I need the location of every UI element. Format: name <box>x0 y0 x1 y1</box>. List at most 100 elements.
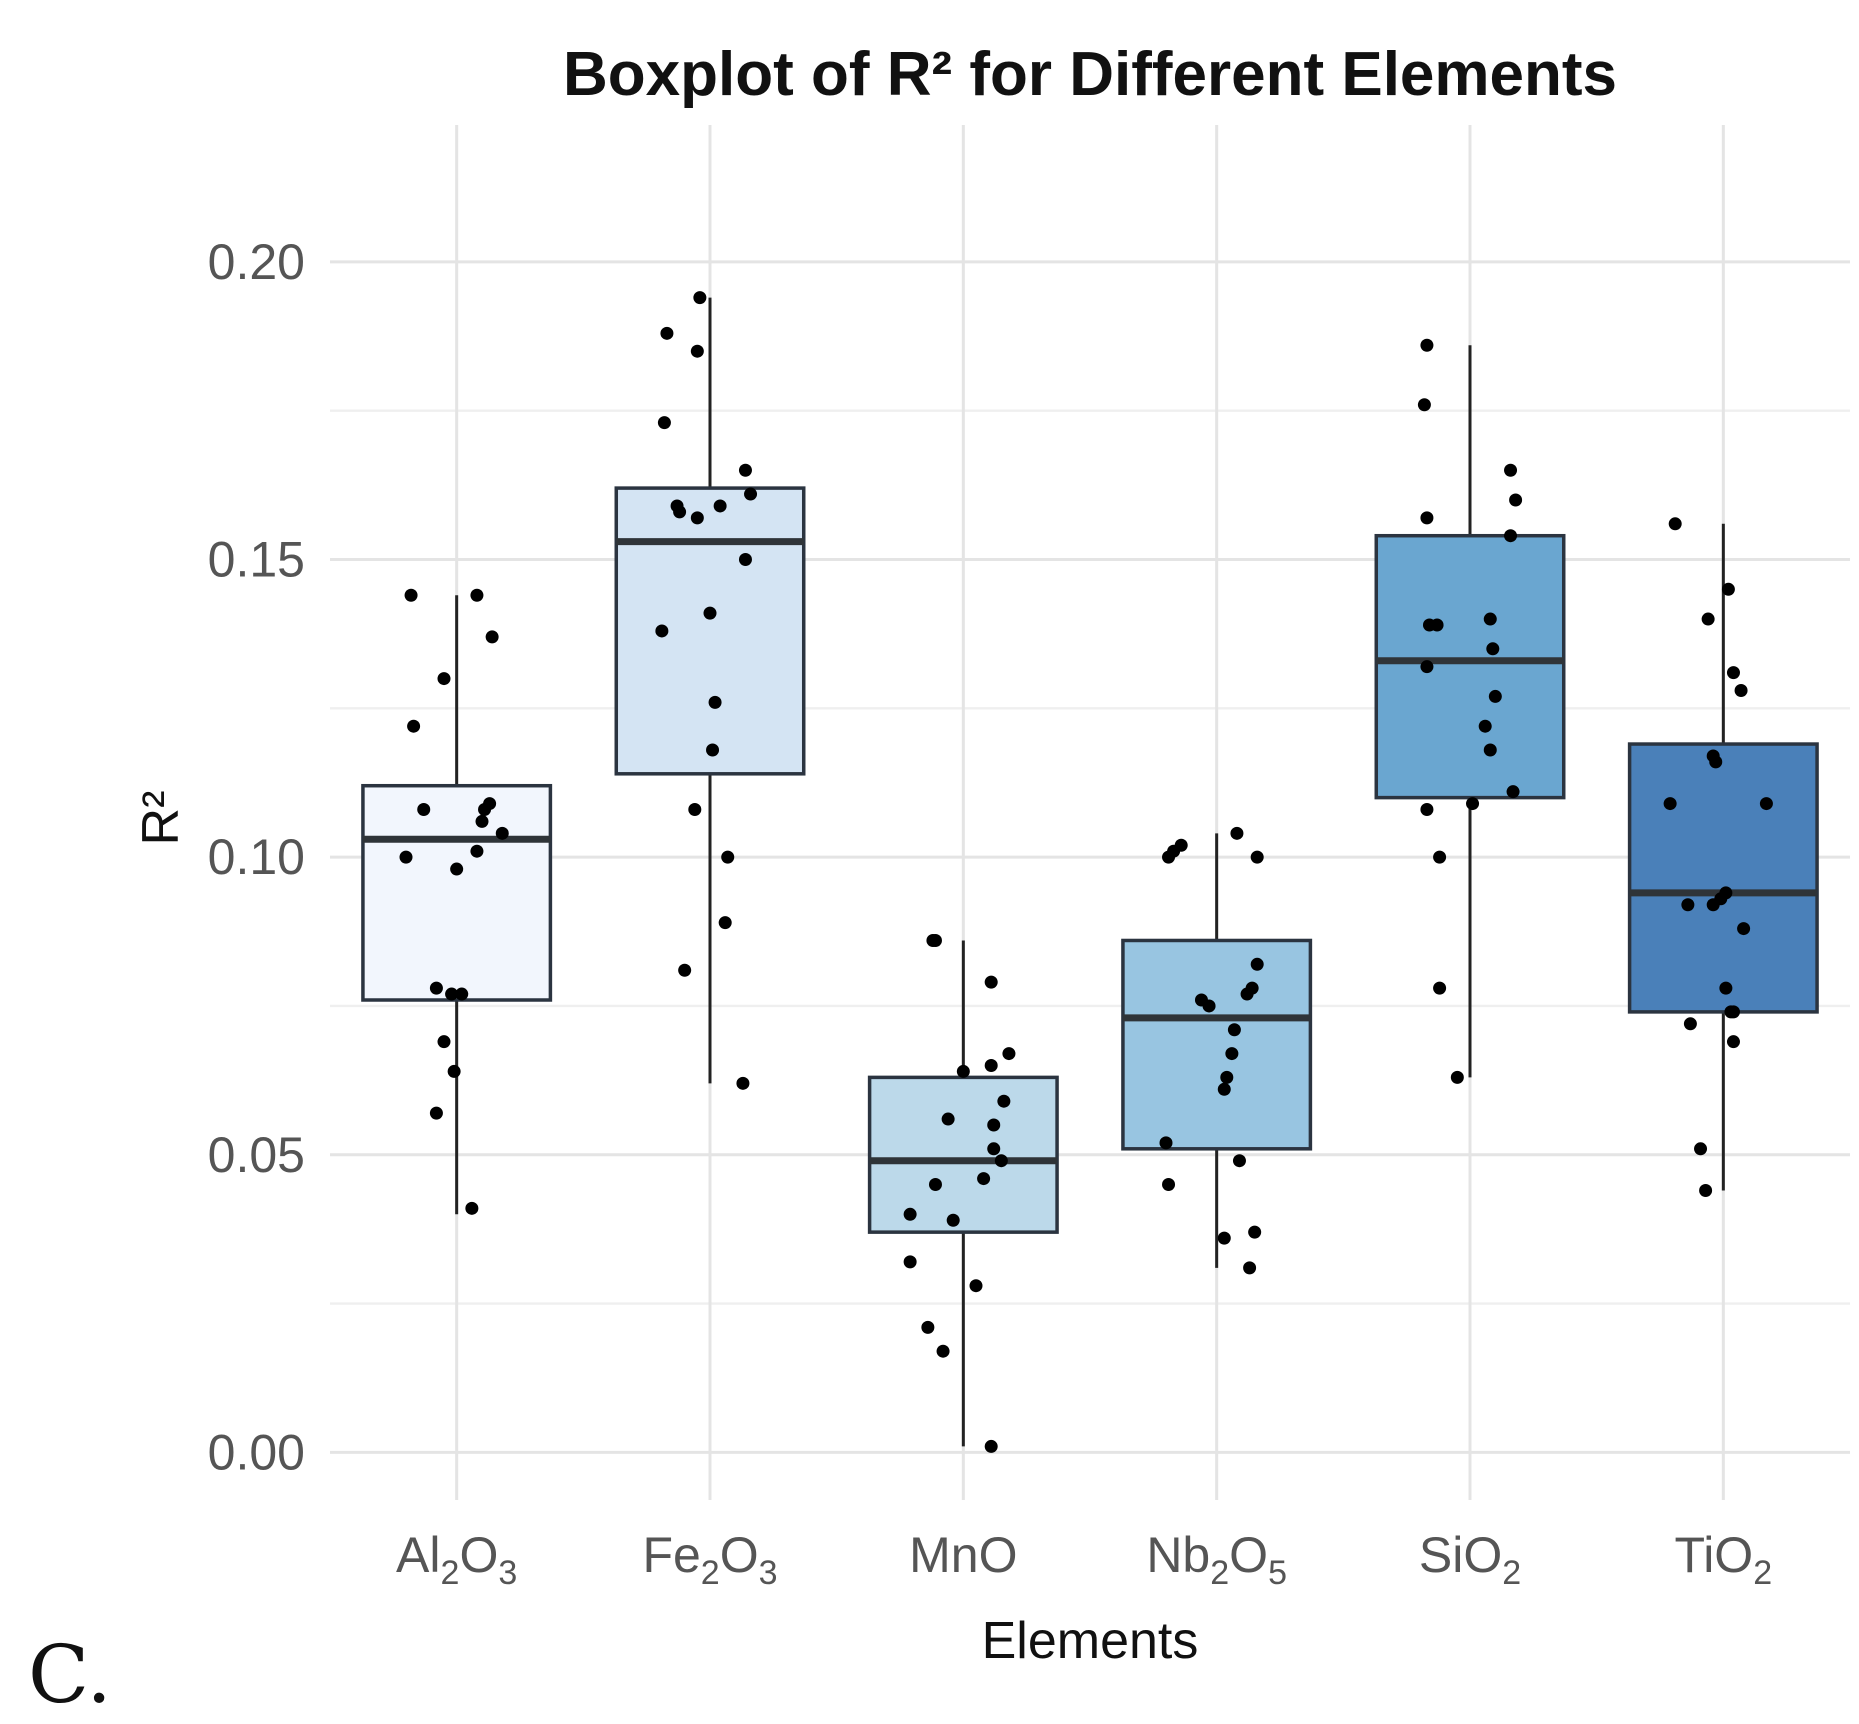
data-point <box>1663 797 1677 811</box>
data-point <box>903 1255 917 1269</box>
data-point <box>1668 517 1682 531</box>
data-point <box>1724 1005 1738 1019</box>
box-Fe2O3 <box>614 297 806 1084</box>
data-point <box>1486 642 1500 656</box>
data-point <box>445 987 459 1001</box>
data-point <box>399 850 413 864</box>
data-point <box>1430 618 1444 632</box>
data-point <box>495 826 509 840</box>
data-point <box>1433 850 1447 864</box>
data-point <box>721 850 735 864</box>
data-point <box>693 291 707 305</box>
data-point <box>404 588 418 602</box>
data-point <box>736 1076 750 1090</box>
box-body <box>867 1075 1059 1234</box>
data-point <box>1504 529 1518 543</box>
data-point <box>1420 660 1434 674</box>
data-point <box>1706 898 1720 912</box>
data-point <box>483 797 497 811</box>
data-point <box>450 862 464 876</box>
data-point <box>1217 1082 1231 1096</box>
x-tick-label: Al2O3 <box>396 1527 517 1592</box>
data-point <box>429 981 443 995</box>
data-point <box>994 1154 1008 1168</box>
x-axis-label: Elements <box>982 1612 1199 1670</box>
data-point <box>447 1064 461 1078</box>
data-point <box>1243 1261 1257 1275</box>
data-point <box>1734 683 1748 697</box>
data-point <box>1420 338 1434 352</box>
data-point <box>708 695 722 709</box>
box-body <box>1627 742 1819 1014</box>
data-point <box>485 630 499 644</box>
data-point <box>1478 719 1492 733</box>
data-point <box>744 487 758 501</box>
data-point <box>1694 1142 1708 1156</box>
data-point <box>738 553 752 567</box>
data-point <box>1721 582 1735 596</box>
data-point <box>470 588 484 602</box>
data-point <box>660 326 674 340</box>
data-point <box>1450 1070 1464 1084</box>
y-tick-labels: 0.00 0.05 0.10 0.15 0.20 <box>208 234 305 1480</box>
data-point <box>1250 850 1264 864</box>
data-point <box>946 1213 960 1227</box>
data-point <box>1759 797 1773 811</box>
data-point <box>455 987 469 1001</box>
box-Al2O3 <box>361 595 553 1215</box>
data-point <box>678 963 692 977</box>
data-point <box>690 344 704 358</box>
x-tick-label: Nb2O5 <box>1146 1527 1287 1592</box>
data-point <box>984 1439 998 1453</box>
data-point <box>1483 743 1497 757</box>
box-body <box>1374 533 1566 800</box>
data-point <box>984 1058 998 1072</box>
data-point <box>1240 987 1254 1001</box>
data-point <box>1483 612 1497 626</box>
data-point <box>738 463 752 477</box>
data-point <box>1230 826 1244 840</box>
data-point <box>997 1094 1011 1108</box>
data-point <box>437 672 451 686</box>
data-point <box>1709 755 1723 769</box>
y-tick-label: 0.05 <box>208 1127 305 1183</box>
jitter-points-layer <box>399 291 1773 1453</box>
data-point <box>1159 1136 1173 1150</box>
data-point <box>470 844 484 858</box>
data-point <box>921 1320 935 1334</box>
box-TiO2 <box>1627 523 1819 1191</box>
data-point <box>1726 666 1740 680</box>
box-body <box>361 783 553 1002</box>
y-tick-label: 0.20 <box>208 234 305 290</box>
data-point <box>1002 1047 1016 1061</box>
y-axis-label: R² <box>132 791 190 846</box>
data-point <box>1699 1183 1713 1197</box>
data-point <box>407 719 421 733</box>
grid-lines <box>330 125 1850 1500</box>
data-point <box>1420 511 1434 525</box>
data-point <box>1488 689 1502 703</box>
data-point <box>1737 922 1751 936</box>
data-point <box>987 1118 1001 1132</box>
data-point <box>429 1106 443 1120</box>
data-point <box>987 1142 1001 1156</box>
data-point <box>1509 493 1523 507</box>
x-tick-label: Fe2O3 <box>642 1527 777 1592</box>
data-point <box>713 499 727 513</box>
data-point <box>936 1344 950 1358</box>
data-point <box>928 1178 942 1192</box>
data-point <box>1726 1035 1740 1049</box>
data-point <box>1504 463 1518 477</box>
chart-title: Boxplot of R² for Different Elements <box>563 40 1617 109</box>
data-point <box>1701 612 1715 626</box>
data-point <box>417 803 431 817</box>
y-tick-label: 0.10 <box>208 829 305 885</box>
y-tick-label: 0.15 <box>208 532 305 588</box>
data-point <box>1719 981 1733 995</box>
data-point <box>928 933 942 947</box>
data-point <box>1174 838 1188 852</box>
box-MnO <box>867 940 1059 1447</box>
boxes-layer <box>361 297 1819 1447</box>
data-point <box>718 916 732 930</box>
data-point <box>903 1207 917 1221</box>
